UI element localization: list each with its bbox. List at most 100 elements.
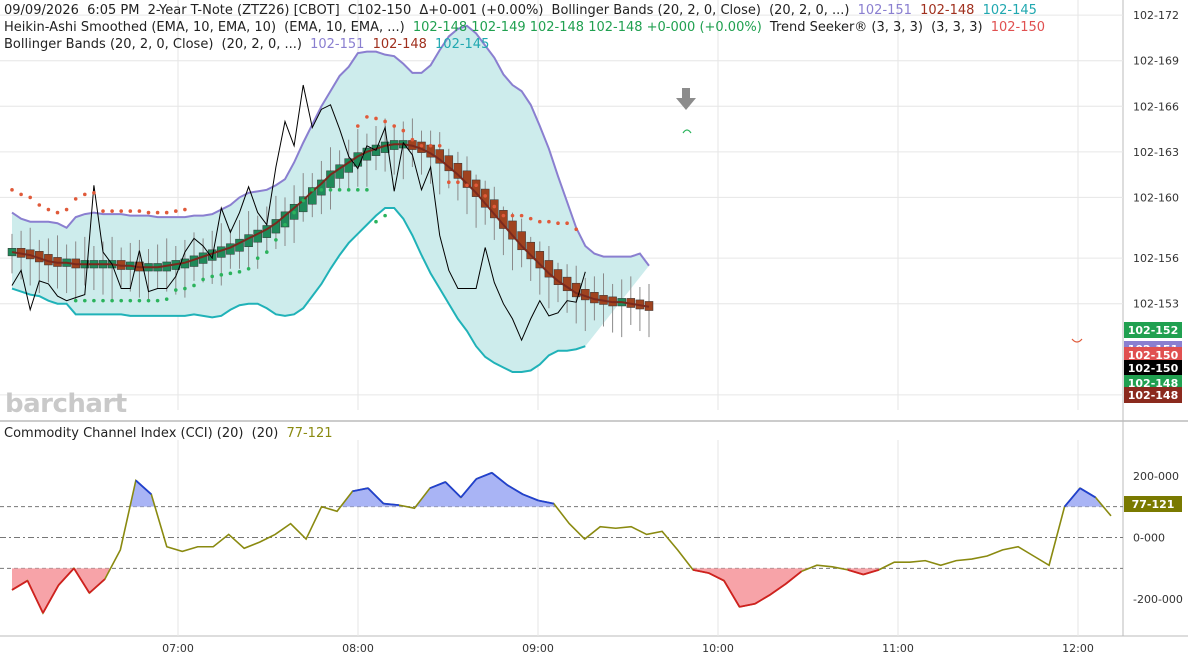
price-tick-label: 102-163 — [1133, 146, 1179, 159]
legend-ts-label: Trend Seeker® (3, 3, 3) — [769, 20, 923, 35]
cci-oversold-segment — [785, 570, 802, 585]
price-tag-label: 102-148 — [1128, 389, 1179, 402]
legend-bb2-mid: 102-148 — [372, 37, 427, 52]
trend-seeker-up-dot — [337, 188, 342, 192]
cci-oversold-segment — [57, 567, 75, 586]
legend-line-1: 09/09/2026 6:05 PM 2-Year T-Note (ZTZ26)… — [4, 3, 1041, 18]
trend-seeker-up-dot — [128, 298, 133, 303]
price-tag-bg — [1124, 387, 1182, 403]
cci-oversold-segment — [708, 572, 725, 582]
trend-seeker-down-dot — [456, 180, 460, 185]
cci-tag-label: 77-121 — [1132, 498, 1175, 511]
time-tick-label: 11:00 — [882, 642, 914, 655]
trend-seeker-up-dot — [228, 271, 233, 276]
trend-seeker-down-dot — [164, 210, 169, 215]
price-tag: 102-150 — [1124, 360, 1182, 376]
trend-seeker-up-dot — [237, 270, 242, 274]
trend-seeker-down-dot — [392, 124, 397, 128]
trend-seeker-down-dot — [528, 216, 533, 221]
legend-bb2-params: (20, 2, 0, ...) — [221, 37, 302, 52]
trend-seeker-down-dot — [428, 143, 433, 148]
trend-seeker-up-dot — [374, 219, 378, 224]
cci-oversold-segment — [847, 569, 864, 576]
trend-seeker-down-dot — [365, 115, 369, 119]
legend-instrument: 2-Year T-Note (ZTZ26) [CBOT] — [147, 3, 340, 18]
price-tag-label: 102-150 — [1128, 349, 1179, 362]
legend-bb2-lower: 102-145 — [435, 37, 490, 52]
trend-seeker-up-dot — [101, 298, 105, 303]
trend-seeker-down-dot — [110, 209, 114, 213]
price-tick-label: 102-160 — [1133, 191, 1179, 204]
legend-ha-label: Heikin-Ashi Smoothed (EMA, 10, EMA, 10) — [4, 20, 277, 35]
price-tick-label: 102-172 — [1133, 9, 1179, 22]
cci-oversold-segment — [863, 569, 880, 576]
cci-overbought-segment — [1063, 487, 1081, 508]
cci-overbought-segment — [460, 478, 478, 498]
price-tag: 102-152 — [1124, 322, 1182, 338]
trend-seeker-down-dot — [356, 124, 360, 128]
bollinger-upper-line — [11, 24, 650, 267]
price-tag-bg — [1124, 322, 1182, 338]
trend-seeker-down-dot — [447, 180, 451, 185]
trend-seeker-down-dot — [437, 143, 442, 148]
cci-oversold-segment — [723, 580, 741, 608]
trend-seeker-down-dot — [374, 116, 378, 121]
cci-overbought-segment — [135, 479, 152, 496]
trend-seeker-up-dot — [292, 210, 296, 215]
trend-seeker-up-dot — [383, 213, 387, 218]
barchart-watermark: barchart — [5, 389, 127, 419]
cci-oversold-segment — [26, 580, 44, 614]
trend-seeker-up-dot — [328, 188, 333, 192]
trend-seeker-up-dot — [255, 256, 260, 260]
trend-seeker-down-dot — [46, 207, 51, 212]
trend-seeker-up-dot — [73, 298, 78, 303]
trend-seeker-up-dot — [246, 266, 251, 271]
trend-seeker-up-dot — [183, 286, 187, 291]
time-tick-label: 12:00 — [1062, 642, 1094, 655]
time-tick-label: 07:00 — [162, 642, 194, 655]
legend-ha-values: 102-148 102-149 102-148 102-148 +0-000 (… — [412, 20, 762, 35]
trend-seeker-up-dot — [146, 298, 151, 303]
trend-seeker-up-dot — [92, 298, 96, 303]
trend-seeker-up-dot — [137, 298, 142, 303]
cci-tick-label: -200-000 — [1133, 593, 1183, 606]
cci-oversold-segment — [42, 584, 60, 614]
time-tick-label: 09:00 — [522, 642, 554, 655]
time-tick-label: 10:00 — [702, 642, 734, 655]
trend-seeker-down-dot — [538, 219, 542, 224]
legend-bb-label: Bollinger Bands (20, 2, 0, Close) — [551, 3, 761, 18]
legend-bb-params: (20, 2, 0, ...) — [769, 3, 850, 18]
close-price-line — [11, 84, 586, 342]
cci-tick-label: 200-000 — [1133, 470, 1179, 483]
trend-seeker-up-dot — [110, 298, 114, 303]
cci-oversold-segment — [769, 583, 787, 596]
trend-seeker-down-dot — [419, 143, 424, 148]
trend-seeker-down-dot — [474, 183, 478, 188]
cci-overbought-segment — [476, 471, 493, 480]
price-tag: 102-148 — [1124, 387, 1182, 403]
legend-close: C102-150 — [347, 3, 412, 18]
legend-line-3: Bollinger Bands (20, 2, 0, Close) (20, 2… — [4, 37, 493, 52]
trend-seeker-down-dot — [92, 191, 96, 195]
trend-seeker-down-dot — [510, 213, 515, 218]
trend-seeker-up-dot — [201, 277, 205, 282]
trend-seeker-up-dot — [265, 250, 269, 254]
legend-bb2-upper: 102-151 — [310, 37, 365, 52]
trend-seeker-up-dot — [210, 274, 214, 279]
price-tick-label: 102-156 — [1133, 252, 1179, 265]
cci-oversold-segment — [692, 568, 709, 574]
cci-oversold-segment — [739, 602, 756, 608]
cci-legend: Commodity Channel Index (CCI) (20) (20) … — [4, 426, 337, 441]
cci-params: (20) — [251, 426, 279, 441]
legend-change: Δ+0-001 (+0.00%) — [419, 3, 544, 18]
trend-seeker-down-dot — [73, 197, 78, 201]
legend-line-2: Heikin-Ashi Smoothed (EMA, 10, EMA, 10) … — [4, 20, 1049, 35]
trend-seeker-down-dot — [19, 192, 23, 197]
legend-ts-params: (3, 3, 3) — [931, 20, 983, 35]
cci-label: Commodity Channel Index (CCI) (20) — [4, 426, 244, 441]
bollinger-lower-line — [11, 207, 586, 374]
trend-seeker-down-dot — [183, 207, 187, 212]
trend-seeker-down-dot — [465, 183, 469, 188]
legend-bb-mid: 102-148 — [920, 3, 975, 18]
